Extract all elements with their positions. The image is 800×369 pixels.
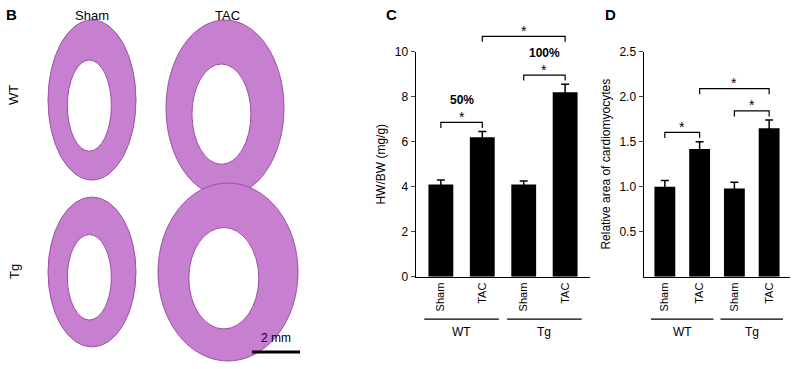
svg-text:2.0: 2.0 bbox=[619, 90, 636, 104]
svg-text:TAC: TAC bbox=[763, 283, 775, 304]
svg-text:*: * bbox=[541, 62, 547, 78]
svg-text:1.0: 1.0 bbox=[619, 180, 636, 194]
svg-text:WT: WT bbox=[452, 325, 471, 339]
svg-text:Sham: Sham bbox=[658, 283, 670, 312]
svg-text:Sham: Sham bbox=[517, 283, 529, 312]
svg-text:0.5: 0.5 bbox=[619, 225, 636, 239]
svg-text:*: * bbox=[749, 97, 755, 113]
svg-text:8: 8 bbox=[401, 90, 408, 104]
svg-text:D: D bbox=[605, 6, 616, 23]
svg-text:6: 6 bbox=[401, 135, 408, 149]
svg-text:WT: WT bbox=[673, 325, 692, 339]
svg-text:Sham: Sham bbox=[434, 283, 446, 312]
svg-text:TAC: TAC bbox=[559, 283, 571, 304]
svg-text:TAC: TAC bbox=[215, 8, 240, 23]
svg-text:WT: WT bbox=[6, 85, 21, 105]
svg-text:*: * bbox=[731, 75, 737, 91]
svg-text:TAC: TAC bbox=[476, 283, 488, 304]
svg-text:*: * bbox=[459, 109, 465, 125]
svg-text:50%: 50% bbox=[450, 93, 474, 107]
svg-text:10: 10 bbox=[395, 45, 409, 59]
svg-text:1.5: 1.5 bbox=[619, 135, 636, 149]
svg-text:Relative area of cardiomyocyte: Relative area of cardiomyocytes bbox=[599, 79, 613, 250]
svg-text:2: 2 bbox=[401, 225, 408, 239]
svg-text:0: 0 bbox=[401, 270, 408, 284]
svg-text:2.5: 2.5 bbox=[619, 45, 636, 59]
svg-text:HW/BW (mg/g): HW/BW (mg/g) bbox=[374, 124, 388, 205]
svg-text:Tg: Tg bbox=[537, 325, 551, 339]
svg-text:*: * bbox=[679, 119, 685, 135]
svg-text:*: * bbox=[521, 23, 527, 39]
svg-text:B: B bbox=[6, 6, 17, 23]
svg-text:Tg: Tg bbox=[745, 325, 759, 339]
svg-text:TAC: TAC bbox=[693, 283, 705, 304]
svg-text:100%: 100% bbox=[529, 46, 560, 60]
svg-text:C: C bbox=[386, 6, 397, 23]
svg-text:Sham: Sham bbox=[75, 8, 109, 23]
svg-text:4: 4 bbox=[401, 180, 408, 194]
svg-text:2 mm: 2 mm bbox=[261, 331, 291, 345]
svg-text:Tg: Tg bbox=[7, 264, 22, 279]
svg-text:Sham: Sham bbox=[728, 283, 740, 312]
